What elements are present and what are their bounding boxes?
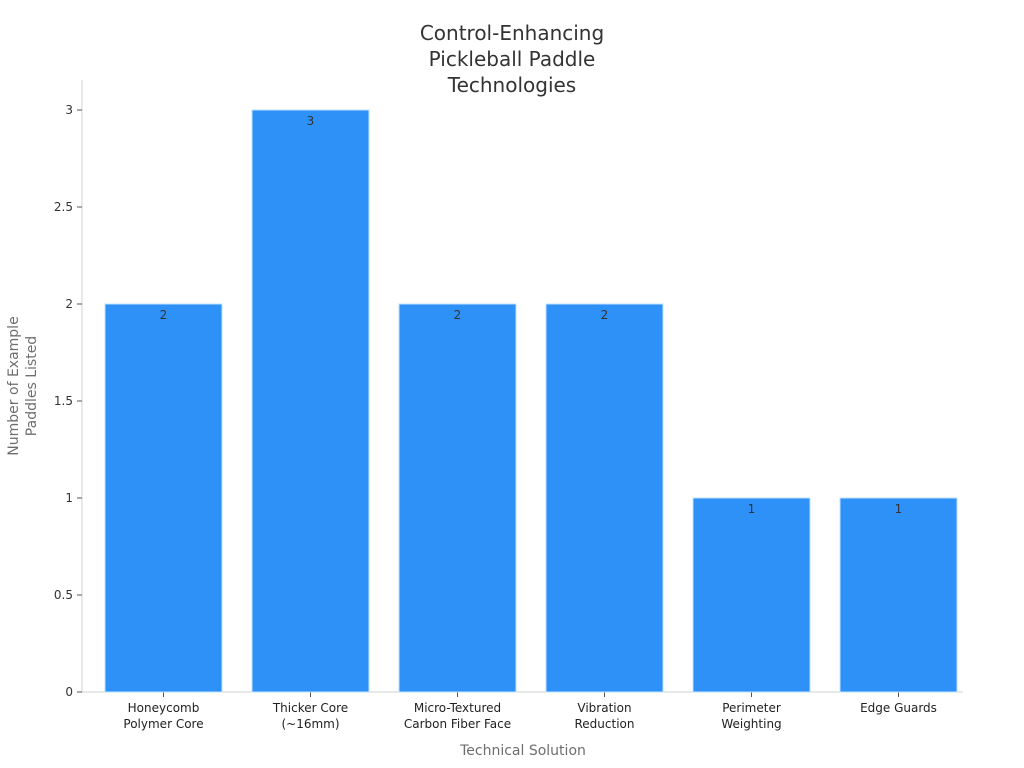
x-tick-label: Honeycomb	[128, 701, 200, 715]
bar-value-label: 2	[454, 308, 462, 322]
x-tick-label: Carbon Fiber Face	[404, 717, 511, 731]
x-axis-title: Technical Solution	[459, 743, 586, 759]
chart-title-line: Control-Enhancing	[420, 21, 604, 45]
x-tick-label: Vibration	[577, 701, 631, 715]
y-axis-title: Number of Example Paddles Listed	[6, 316, 40, 455]
chart-title-line: Technologies	[447, 73, 576, 97]
bar-value-label: 1	[748, 502, 756, 516]
x-tick-label: Micro-Textured	[414, 701, 501, 715]
y-tick-label: 2.5	[54, 200, 73, 214]
x-tick-label: Thicker Core	[272, 701, 348, 715]
y-tick-label: 2	[65, 297, 73, 311]
x-tick-label: Edge Guards	[860, 701, 937, 715]
bars	[104, 109, 958, 693]
x-tick-label: Reduction	[575, 717, 635, 731]
x-tick-label: Weighting	[721, 717, 781, 731]
x-tick-label: Perimeter	[722, 701, 781, 715]
bar-value-label: 2	[601, 308, 609, 322]
data-labels: 2 3 2 2 1 1	[160, 114, 903, 516]
bar	[251, 109, 370, 693]
y-axis-title-line: Paddles Listed	[24, 336, 40, 436]
y-tick-label: 0	[65, 685, 73, 699]
x-axis: Honeycomb Polymer Core Thicker Core (~16mm)…	[82, 691, 963, 731]
y-tick-label: 1	[65, 491, 73, 505]
chart-title-line: Pickleball Paddle	[429, 47, 596, 71]
y-tick-label: 3	[65, 103, 73, 117]
bar	[839, 497, 958, 693]
y-axis: 0 0.5 1 1.5 2 2.5 3	[54, 80, 83, 699]
bar	[104, 303, 223, 693]
bar-value-label: 3	[307, 114, 315, 128]
bar	[398, 303, 517, 693]
bar	[692, 497, 811, 693]
x-tick-label: (~16mm)	[281, 717, 339, 731]
y-tick-label: 0.5	[54, 588, 73, 602]
x-tick-label: Polymer Core	[123, 717, 203, 731]
y-tick-label: 1.5	[54, 394, 73, 408]
y-axis-title-line: Number of Example	[6, 316, 22, 455]
bar	[545, 303, 664, 693]
bar-value-label: 2	[160, 308, 168, 322]
bar-value-label: 1	[895, 502, 903, 516]
